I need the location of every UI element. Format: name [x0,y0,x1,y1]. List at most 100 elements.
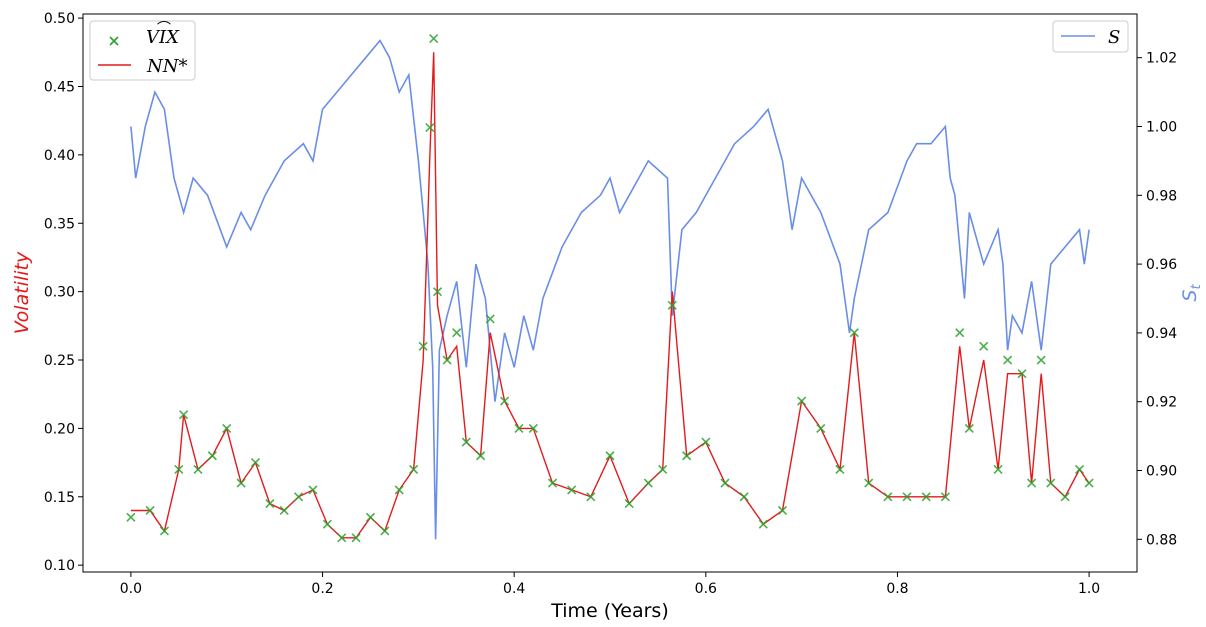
vix-point [145,505,155,516]
vix-point [682,451,692,461]
vix-point [1036,355,1046,365]
vix-point [179,410,189,420]
vix-point [500,396,510,406]
vix-point [797,396,807,406]
right-tick-label: 0.90 [1146,464,1177,480]
left-tick-label: 0.30 [44,285,75,301]
vix-point [1017,369,1027,379]
x-axis-ticks: 0.0 0.2 0.4 0.6 0.8 1.0 [120,572,1100,597]
vix-point [739,492,749,502]
legend-vix-x [109,36,119,46]
vix-point [1074,464,1085,474]
vix-point [835,464,845,474]
legend-s-label: S [1108,27,1120,48]
vix-point [476,451,486,461]
vix-point [643,478,653,488]
right-tick-label: 1.02 [1146,51,1177,67]
x-axis-label: Time (Years) [550,600,669,622]
vix-point [758,519,768,529]
x-tick-label: 0.8 [886,581,908,597]
vix-point [1084,478,1094,488]
right-axis-ticks: 0.88 0.90 0.92 0.94 0.96 0.98 1.00 1.02 [1137,51,1177,548]
legend-right: S [1052,20,1129,53]
vix-point [174,464,184,474]
x-tick-label: 0.2 [311,581,333,597]
left-tick-label: 0.40 [44,148,75,164]
right-tick-label: 0.94 [1146,326,1177,342]
vix-point [777,505,788,516]
vix-point [322,519,332,529]
x-tick-label: 1.0 [1078,581,1100,597]
vix-point [380,526,390,536]
left-tick-label: 0.15 [44,490,75,506]
right-axis-label: St [1179,284,1204,302]
vix-point [658,464,668,474]
vix-point [452,328,462,338]
plot-frame [82,13,1138,573]
right-tick-label: 1.00 [1146,119,1177,135]
x-tick-label: 0.0 [120,581,142,597]
vix-point [418,341,428,351]
series-line-nn [130,52,1090,539]
x-tick-label: 0.4 [503,581,525,597]
vix-point [1060,492,1070,502]
vix-point [955,328,965,338]
legend-nn-label: NN* [146,56,188,77]
vix-point [429,34,439,44]
vix-point [207,451,217,461]
legend-vix-label: VIX [146,27,180,48]
right-tick-label: 0.88 [1146,532,1177,548]
vix-point [394,485,404,495]
vix-point [528,423,538,433]
series-markers-vix [126,34,1094,543]
right-tick-label: 0.96 [1146,257,1177,273]
left-tick-label: 0.50 [44,11,75,27]
legend-vix-hat: ⌒ [157,21,171,37]
vix-point [308,485,318,495]
vix-point [816,423,826,433]
vix-point [159,526,170,536]
vix-point [701,437,711,447]
left-tick-label: 0.25 [44,353,75,369]
vix-point [265,499,275,509]
vix-point [586,492,596,502]
legend-vix-marker [109,36,119,46]
vix-point [236,478,246,488]
vix-point [514,423,524,433]
vix-point [720,478,730,488]
vix-point [365,512,376,522]
vix-point [605,451,615,461]
left-tick-label: 0.20 [44,421,75,437]
right-axis-label-main: S [1179,290,1201,302]
series-line-s [130,39,1090,540]
plot-area [126,34,1094,543]
vix-point [442,355,452,365]
vix-point [337,533,347,543]
vix-point [193,464,203,474]
vix-point [624,499,634,509]
vix-point [547,478,558,488]
left-tick-label: 0.10 [44,558,75,574]
vix-point [849,328,859,338]
vix-point [964,423,974,433]
vix-point [921,492,931,502]
vix-point [1027,478,1037,488]
vix-point [279,505,289,516]
vix-point [351,533,361,543]
vix-point [667,300,677,310]
left-axis-ticks: 0.10 0.15 0.20 0.25 0.30 0.35 0.40 0.45 0.50 [44,11,83,574]
vix-point [902,492,912,502]
vix-point [979,341,989,351]
right-tick-label: 0.92 [1146,395,1177,411]
vix-point [993,464,1003,474]
vix-point [461,437,471,447]
vix-point [222,423,232,433]
left-tick-label: 0.35 [44,216,75,232]
legend-left: ⌒ VIX NN* [89,20,196,81]
vix-point [567,485,577,495]
vix-point [250,458,261,468]
vix-point [1003,355,1013,365]
vix-point [864,478,874,488]
vix-point [126,512,136,522]
